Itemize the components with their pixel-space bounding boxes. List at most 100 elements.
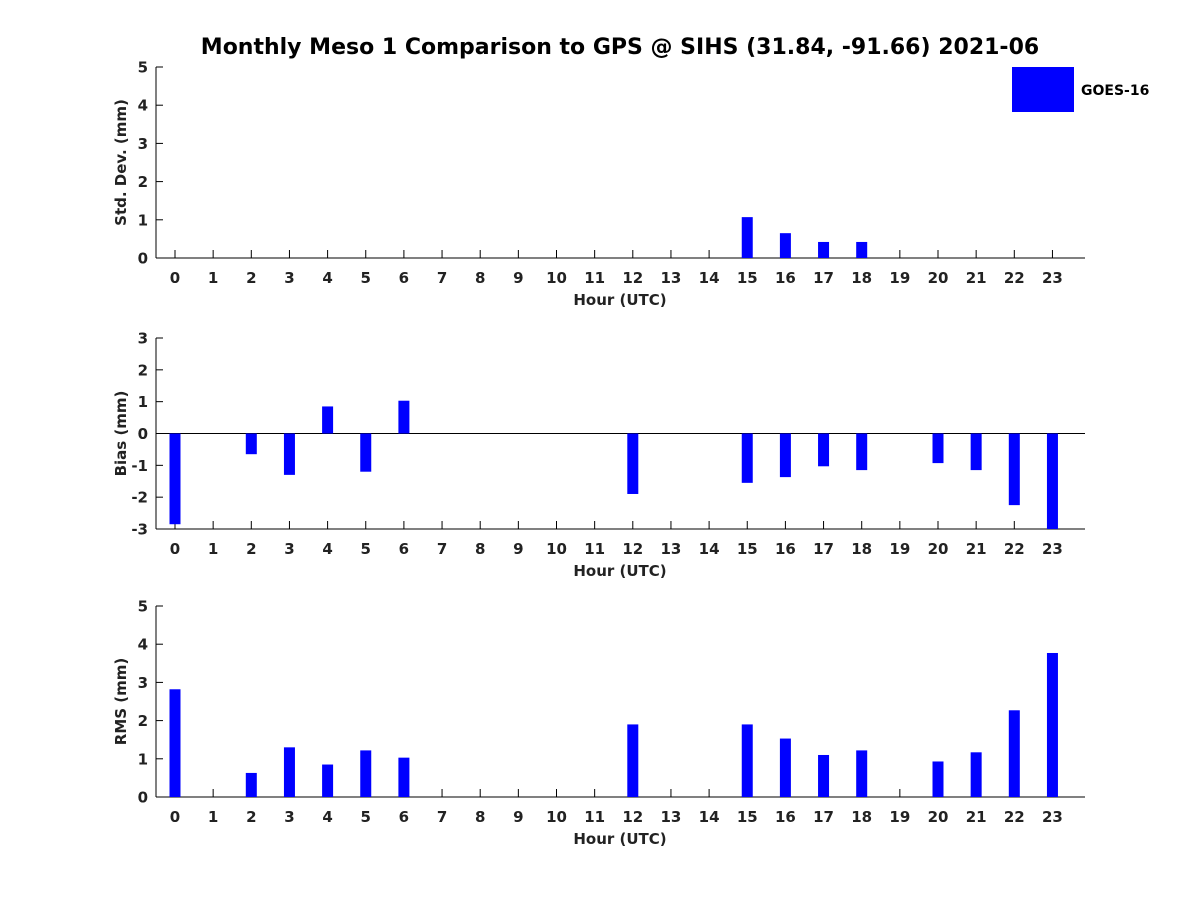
bar-hour-15 (741, 217, 753, 258)
x-tick-label: 15 (737, 540, 758, 558)
y-axis-label: RMS (mm) (112, 658, 130, 745)
x-tick-label: 7 (437, 808, 447, 826)
y-tick-label: 2 (138, 712, 148, 730)
bar-hour-16 (779, 738, 791, 797)
x-tick-label: 13 (661, 540, 682, 558)
legend-label: GOES-16 (1081, 83, 1149, 99)
bar-hour-20 (932, 761, 944, 797)
x-tick-label: 16 (775, 808, 796, 826)
y-tick-label: 4 (138, 636, 148, 654)
y-axis-label: Std. Dev. (mm) (112, 99, 130, 226)
bar-hour-5 (360, 750, 372, 797)
x-tick-label: 6 (399, 540, 409, 558)
x-tick-label: 9 (513, 269, 523, 287)
x-tick-label: 10 (546, 540, 567, 558)
y-tick-label: 0 (138, 425, 148, 443)
x-tick-label: 23 (1042, 269, 1063, 287)
bar-hour-18 (856, 241, 868, 258)
y-tick-label: 0 (138, 250, 148, 268)
bar-hour-0 (169, 433, 181, 525)
bar-hour-6 (398, 400, 410, 434)
bar-hour-2 (245, 772, 257, 797)
bar-hour-3 (283, 433, 295, 475)
bar-hour-4 (322, 764, 334, 797)
y-tick-label: -2 (131, 489, 148, 507)
y-tick-label: 3 (138, 674, 148, 692)
bar-hour-15 (741, 724, 753, 797)
x-tick-label: 20 (928, 269, 949, 287)
bar-hour-17 (818, 433, 830, 467)
x-tick-label: 13 (661, 808, 682, 826)
x-tick-label: 2 (246, 808, 256, 826)
x-tick-label: 1 (208, 269, 218, 287)
x-tick-label: 18 (851, 808, 872, 826)
x-tick-label: 14 (699, 269, 720, 287)
x-tick-label: 3 (284, 269, 294, 287)
y-tick-label: -3 (131, 521, 148, 539)
bar-hour-0 (169, 689, 181, 797)
x-tick-label: 19 (889, 269, 910, 287)
x-tick-label: 4 (322, 808, 332, 826)
bar-hour-20 (932, 433, 944, 464)
x-tick-label: 13 (661, 269, 682, 287)
bar-hour-18 (856, 750, 868, 797)
x-tick-label: 19 (889, 540, 910, 558)
x-tick-label: 22 (1004, 540, 1025, 558)
x-tick-label: 5 (361, 269, 371, 287)
x-tick-label: 0 (170, 540, 180, 558)
x-tick-label: 21 (966, 808, 987, 826)
y-tick-label: 5 (138, 59, 148, 77)
x-tick-label: 1 (208, 540, 218, 558)
bar-hour-15 (741, 433, 753, 483)
x-tick-label: 4 (322, 540, 332, 558)
x-tick-label: 15 (737, 808, 758, 826)
legend-swatch (1012, 67, 1074, 112)
x-tick-label: 11 (584, 269, 605, 287)
bar-hour-22 (1008, 710, 1020, 797)
x-tick-label: 20 (928, 808, 949, 826)
bar-hour-23 (1046, 433, 1058, 529)
x-tick-label: 2 (246, 269, 256, 287)
x-tick-label: 9 (513, 808, 523, 826)
bar-hour-21 (970, 433, 982, 471)
x-tick-label: 14 (699, 808, 720, 826)
x-tick-label: 12 (622, 540, 643, 558)
x-tick-label: 1 (208, 808, 218, 826)
x-tick-label: 6 (399, 808, 409, 826)
bar-hour-16 (779, 233, 791, 258)
y-tick-label: -1 (131, 457, 148, 475)
x-tick-label: 17 (813, 808, 834, 826)
x-tick-label: 7 (437, 269, 447, 287)
y-axis-label: Bias (mm) (112, 391, 130, 477)
y-tick-label: 2 (138, 361, 148, 379)
x-tick-label: 22 (1004, 808, 1025, 826)
x-tick-label: 0 (170, 269, 180, 287)
x-tick-label: 4 (322, 269, 332, 287)
x-tick-label: 12 (622, 269, 643, 287)
y-tick-label: 3 (138, 330, 148, 348)
bar-hour-12 (627, 433, 639, 494)
x-tick-label: 16 (775, 540, 796, 558)
y-tick-label: 1 (138, 211, 148, 229)
bar-hour-5 (360, 433, 372, 472)
x-tick-label: 11 (584, 540, 605, 558)
x-tick-label: 18 (851, 540, 872, 558)
x-tick-label: 5 (361, 540, 371, 558)
x-tick-label: 16 (775, 269, 796, 287)
x-tick-label: 7 (437, 540, 447, 558)
x-tick-label: 21 (966, 540, 987, 558)
bar-hour-2 (245, 433, 257, 455)
x-axis-label: Hour (UTC) (573, 830, 666, 848)
y-tick-label: 0 (138, 789, 148, 807)
x-tick-label: 9 (513, 540, 523, 558)
bar-hour-3 (283, 747, 295, 797)
y-tick-label: 5 (138, 598, 148, 616)
bar-hour-6 (398, 757, 410, 797)
x-tick-label: 8 (475, 269, 485, 287)
x-tick-label: 3 (284, 540, 294, 558)
x-tick-label: 0 (170, 808, 180, 826)
legend: GOES-16 (1012, 67, 1149, 112)
